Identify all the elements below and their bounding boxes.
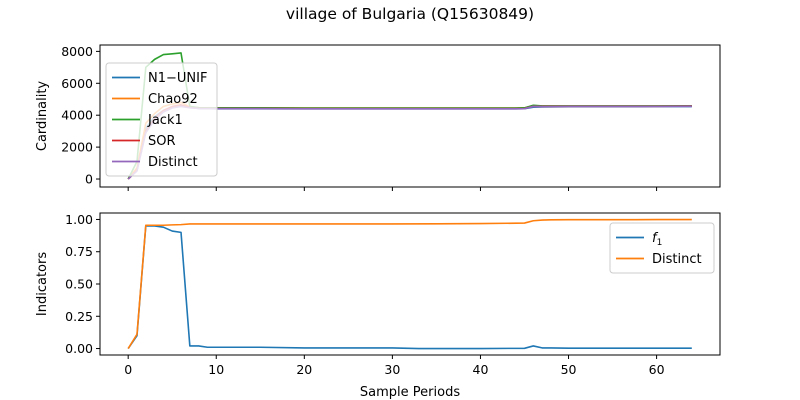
axes-frame (99, 44, 721, 188)
legend-label: N1−UNIF (148, 71, 207, 86)
y-tick-label: 2000 (61, 140, 93, 155)
indicators-axes: 0.00 0.25 0.50 0.75 1.00 0 10 20 30 40 50 60 Indicat… (35, 212, 721, 400)
x-tick-label: 60 (649, 362, 665, 377)
x-tick-label: 30 (384, 362, 400, 377)
legend-label: Chao92 (148, 92, 198, 107)
y-axis-label: Indicators (35, 252, 50, 316)
y-axis-label: Cardinality (35, 81, 50, 152)
y-tick-label: 8000 (61, 44, 93, 59)
y-tick-label: 0 (85, 172, 93, 187)
x-tick-label: 50 (561, 362, 577, 377)
series-line-1 (127, 218, 692, 349)
y-tick-label: 0.50 (65, 277, 93, 292)
y-tick-label: 4000 (61, 108, 93, 123)
figure-title: village of Bulgaria (Q15630849) (286, 5, 534, 23)
y-tick-label: 1.00 (65, 212, 93, 227)
legend: N1−UNIF Chao92 Jack1 SOR Distinct (105, 62, 218, 177)
legend-label: SOR (148, 134, 176, 149)
legend-label: f1 (652, 231, 662, 248)
legend-label: Distinct (148, 155, 198, 170)
x-axis-label: Sample Periods (360, 385, 460, 400)
y-tick-label: 6000 (61, 76, 93, 91)
y-tick-label: 0.25 (65, 309, 93, 324)
x-tick-label: 10 (208, 362, 224, 377)
y-tick-label: 0.00 (65, 341, 93, 356)
legend: f1 Distinct (609, 222, 715, 274)
x-tick-label: 20 (296, 362, 312, 377)
x-tick-label: 0 (124, 362, 132, 377)
series-line-0 (127, 225, 692, 350)
y-tick-label: 0.75 (65, 244, 93, 259)
cardinality-axes: 0 2000 4000 6000 8000 Cardinality N1−UNIF Chao9… (35, 44, 721, 191)
legend-label: Jack1 (147, 113, 183, 128)
legend-label: Distinct (652, 252, 702, 267)
x-tick-label: 40 (473, 362, 489, 377)
